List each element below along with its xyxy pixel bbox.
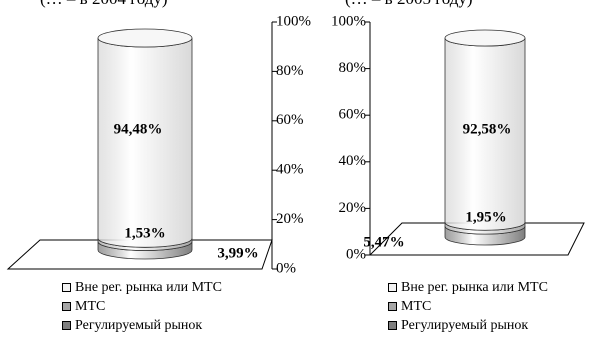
legend-swatch-regulated (62, 321, 71, 330)
data-label: 5,47% (363, 234, 404, 250)
header-fragment-right: (… – в 2005 году) (345, 0, 473, 8)
y-tick-label: 20% (276, 211, 304, 227)
header-fragment-left: (… – в 2004 году) (40, 0, 168, 8)
legend-swatch-mtc (62, 302, 71, 311)
y-tick-label: 40% (339, 153, 367, 169)
cylinder-top-cap (97, 28, 193, 48)
data-label: 1,53% (124, 225, 165, 241)
legend-swatch-outside (388, 283, 397, 292)
legend-swatch-mtc (388, 302, 397, 311)
y-tick-label: 0% (346, 246, 366, 262)
y-tick-label: 60% (339, 107, 367, 123)
legend-label: МТС (401, 298, 432, 314)
charts-layer: 0% 20% 40% 60% 80% 100% 3,99% 1,53% 94,48% 0% 20% 4… (6, 13, 585, 276)
y-tick-label: 60% (276, 112, 304, 128)
y-tick-label: 80% (339, 60, 367, 76)
legend-swatch-outside (62, 283, 71, 292)
legend-label: МТС (75, 298, 106, 314)
legend-item: Регулируемый рынок (62, 316, 222, 335)
legend-item: Вне рег. рынка или МТС (388, 278, 548, 297)
legend-label: Вне рег. рынка или МТС (401, 279, 548, 295)
legend-label: Регулируемый рынок (75, 317, 203, 333)
legend-label: Вне рег. рынка или МТС (75, 279, 222, 295)
data-label: 3,99% (217, 245, 258, 261)
legend-left: Вне рег. рынка или МТС МТС Регулируемый … (62, 278, 222, 335)
data-label: 94,48% (114, 121, 163, 137)
data-label: 92,58% (463, 121, 512, 137)
y-tick-label: 80% (276, 63, 304, 79)
legend-item: Вне рег. рынка или МТС (62, 278, 222, 297)
legend-right: Вне рег. рынка или МТС МТС Регулируемый … (388, 278, 548, 335)
cylinder-segment (97, 37, 193, 248)
y-tick-label: 40% (276, 162, 304, 178)
data-label: 1,95% (465, 209, 506, 225)
y-tick-label: 100% (331, 13, 366, 29)
y-tick-label: 20% (339, 200, 367, 216)
legend-swatch-regulated (388, 321, 397, 330)
legend-item: МТС (62, 297, 222, 316)
cylinder-top-cap (444, 29, 526, 47)
legend-item: Регулируемый рынок (388, 316, 548, 335)
legend-item: МТС (388, 297, 548, 316)
y-tick-label: 0% (276, 260, 296, 276)
y-tick-label: 100% (276, 13, 311, 29)
legend-label: Регулируемый рынок (401, 317, 529, 333)
